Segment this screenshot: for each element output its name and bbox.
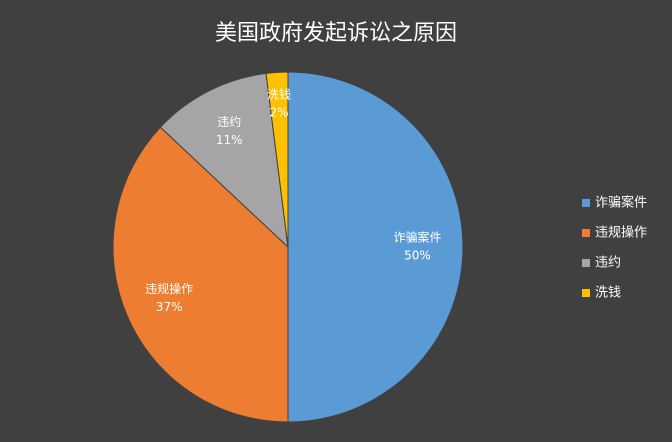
legend-label: 违规操作 bbox=[595, 225, 647, 241]
data-label-name: 违规操作 bbox=[145, 281, 193, 296]
data-label-value: 2% bbox=[269, 105, 288, 119]
legend-label: 诈骗案件 bbox=[595, 196, 647, 211]
legend-label: 洗钱 bbox=[595, 286, 621, 301]
legend-swatch bbox=[582, 229, 590, 237]
chart-title: 美国政府发起诉讼之原因 bbox=[215, 21, 457, 46]
pie-slice bbox=[287, 71, 464, 423]
legend-label: 违约 bbox=[595, 256, 621, 271]
data-label-name: 洗钱 bbox=[267, 86, 291, 101]
legend-swatch bbox=[582, 259, 590, 267]
data-label-name: 诈骗案件 bbox=[393, 230, 441, 245]
data-label-name: 违约 bbox=[217, 114, 241, 129]
legend-swatch bbox=[582, 199, 590, 207]
pie-slice bbox=[112, 126, 289, 423]
data-label-value: 37% bbox=[156, 300, 183, 314]
data-label-value: 11% bbox=[216, 133, 243, 147]
legend-swatch bbox=[582, 289, 590, 297]
data-label-value: 50% bbox=[404, 249, 431, 263]
pie-slice bbox=[265, 71, 289, 248]
pie-slice bbox=[159, 72, 289, 249]
